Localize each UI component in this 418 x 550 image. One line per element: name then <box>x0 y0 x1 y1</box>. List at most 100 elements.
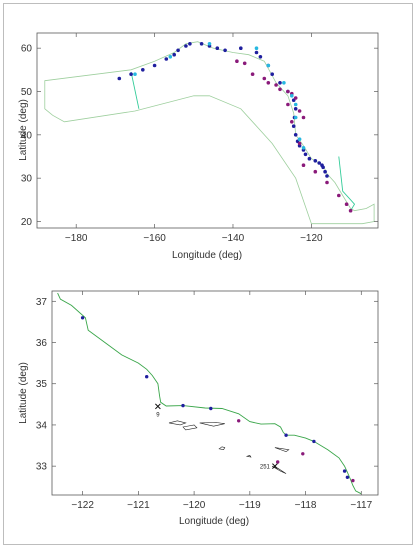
plot-1-point-purple <box>344 202 349 206</box>
plot-1-point-dark <box>278 81 282 85</box>
plot-1-ytick-label: 20 <box>21 217 33 228</box>
plot-1-point-dark <box>307 156 312 161</box>
plot-1-point-dark <box>215 46 220 50</box>
plot-1-point-dark <box>325 174 329 178</box>
plot-2-xtick-label: −117 <box>350 500 372 511</box>
plot-2-xtick-label: −118 <box>295 500 317 511</box>
plot-1-axes: −180 −160 −140 −120 20 30 40 50 60 <box>21 33 378 244</box>
x-marker <box>272 463 278 470</box>
plot-1-ytick-label: 60 <box>21 44 33 55</box>
plot-1-point-cyan <box>254 46 259 50</box>
plot-1-point-cyan <box>282 81 286 85</box>
plot-1-point-dark <box>223 48 227 53</box>
plot-1-ytick-label: 30 <box>21 174 33 185</box>
plot-2-point-dark <box>312 439 316 444</box>
plot-1-point-purple <box>301 163 306 167</box>
plot-1-xtick-label: −140 <box>222 233 245 244</box>
plot-2-xlabel: Longitude (deg) <box>179 516 249 527</box>
plot-1-point-dark <box>303 152 308 157</box>
plot-1-point-cyan <box>301 146 306 150</box>
plot-1-point-purple <box>286 89 290 94</box>
island-outline <box>182 424 198 431</box>
plot-1-point-cyan <box>266 63 271 68</box>
plot-1: −180 −160 −140 −120 20 30 40 50 60 Longitude (de… <box>18 32 379 261</box>
plot-1-point-dark <box>293 107 298 111</box>
plot-2-xtick-label: −122 <box>71 500 94 511</box>
plot-2-point-purple <box>301 452 305 456</box>
plot-1-point-cyan <box>297 137 302 141</box>
plot-2-xtick-label: −119 <box>239 500 261 511</box>
plot-2-xtick-label: −121 <box>127 500 150 511</box>
plot-1-point-dark <box>152 63 157 68</box>
plot-1-point-purple <box>250 72 255 76</box>
plot-1-point-dark <box>117 76 122 81</box>
plot-1-point-purple <box>278 87 282 92</box>
marker-label: 9 <box>156 412 160 418</box>
plot-2-point-dark <box>80 316 85 320</box>
plot-2-point-purple <box>237 419 241 423</box>
plot-2-axes: −122 −121 −120 −119 −118 −117 33 34 35 36 37 <box>36 291 378 511</box>
plot-1-point-dark <box>270 72 275 76</box>
plot-1-point-dark <box>293 133 298 137</box>
track-segment <box>130 71 140 109</box>
plot-1-point-dark <box>141 68 145 72</box>
plot-1-point-dark <box>184 44 188 48</box>
plot-1-point-dark <box>258 55 263 59</box>
plot-2-ytick-label: 34 <box>36 420 48 431</box>
plot-2-point-dark <box>181 403 185 408</box>
plot-1-data <box>44 41 375 225</box>
plot-1-point-cyan <box>168 55 173 59</box>
plot-1-point-dark <box>291 124 296 128</box>
plot-2-xtick-label: −120 <box>183 500 206 511</box>
plot-1-point-cyan <box>133 72 137 76</box>
plot-1-point-purple <box>313 169 318 174</box>
plot-1-xtick-label: −180 <box>65 233 88 244</box>
plot-2-ytick-label: 35 <box>36 379 48 390</box>
plot-2-point-dark <box>209 406 213 411</box>
plot-1-frame <box>36 32 379 229</box>
plot-1-point-dark <box>176 48 180 53</box>
plot-1-point-dark <box>172 52 176 57</box>
plot-2-point-dark <box>145 375 149 379</box>
track-segment <box>338 156 356 211</box>
plot-1-point-cyan <box>207 42 212 46</box>
island-outline <box>168 420 187 426</box>
plot-1-point-purple <box>235 59 239 63</box>
plot-1-point-dark <box>188 42 192 46</box>
plot-1-point-dark <box>129 72 133 76</box>
plot-2-ylabel: Latitude (deg) <box>18 362 29 424</box>
plot-2-frame <box>51 290 379 496</box>
plot-1-point-dark <box>164 57 169 61</box>
plot-1-point-dark <box>323 169 327 174</box>
island-outline <box>245 455 252 458</box>
plot-1-point-purple <box>290 120 294 124</box>
plot-1-point-dark <box>254 50 259 55</box>
x-marker <box>155 403 161 410</box>
plot-1-ytick-label: 40 <box>21 130 33 141</box>
island-outline <box>274 447 290 453</box>
plot-1-point-purple <box>266 81 271 85</box>
plot-2-point-purple <box>351 478 355 483</box>
plot-1-point-purple <box>274 83 278 87</box>
plot-2-ytick-label: 36 <box>36 338 48 349</box>
plot-1-xtick-label: −120 <box>300 233 323 244</box>
plot-2-point-dark <box>342 469 347 473</box>
plot-1-point-cyan <box>290 94 294 98</box>
plot-1-point-purple <box>286 102 290 107</box>
island-outline <box>199 422 225 427</box>
plot-1-point-purple <box>337 193 341 198</box>
plot-1-point-dark <box>199 42 204 46</box>
plot-1-point-purple <box>297 141 302 146</box>
plot-1-xtick-label: −160 <box>143 233 166 244</box>
plot-1-point-cyan <box>293 115 298 120</box>
plot-1-point-purple <box>348 208 353 213</box>
plot-1-point-purple <box>297 109 302 113</box>
plot-1-ytick-label: 50 <box>21 87 33 98</box>
plot-1-point-dark <box>239 46 243 50</box>
plot-1-point-purple <box>301 115 306 120</box>
plot-1-point-purple <box>325 180 329 185</box>
figure-frame <box>3 3 413 545</box>
plot-1-point-purple <box>242 61 247 66</box>
